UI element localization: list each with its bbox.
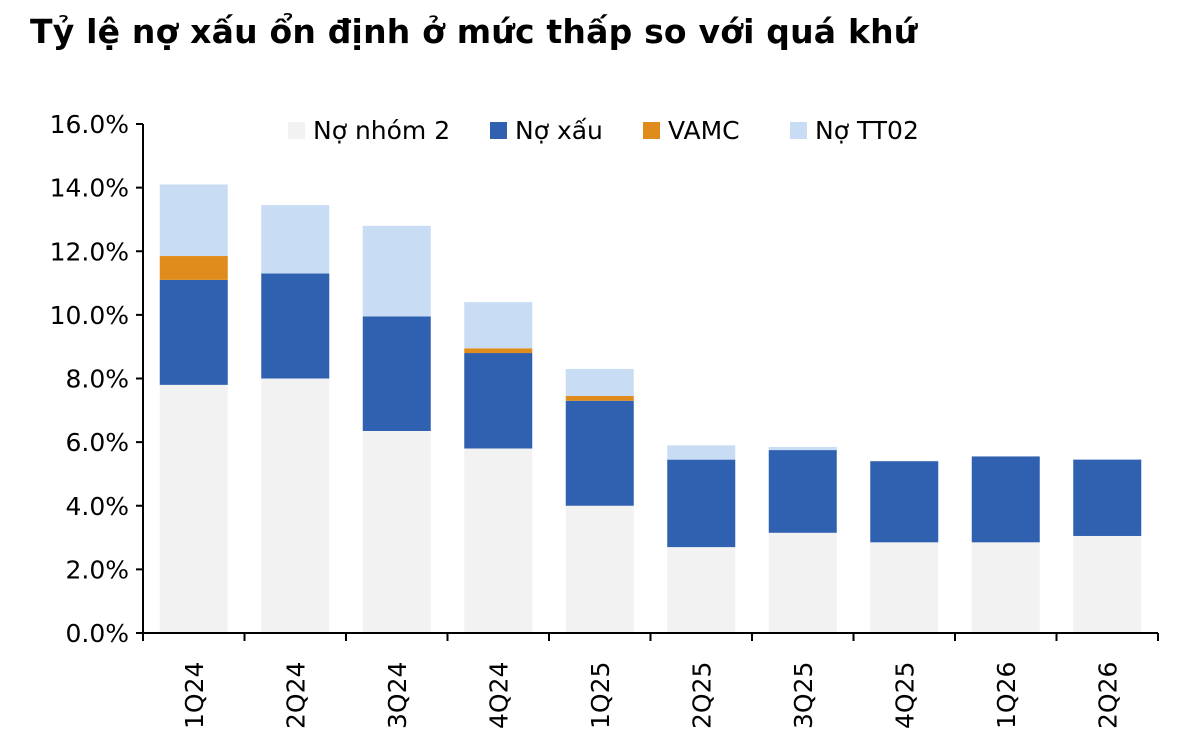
bar-1Q26-series-1 [971,456,1040,543]
bar-4Q24-series-3 [464,302,533,349]
bar-3Q25-series-1 [768,450,837,533]
legend: Nợ nhóm 2 Nợ xấu VAMC Nợ TT02 [288,116,919,145]
y-tick-label: 12.0% [50,237,129,266]
bar-2Q25-series-3 [667,445,736,460]
legend-swatch [790,122,807,139]
bar-1Q25-series-2 [565,396,634,401]
x-tick-label: 2Q24 [281,662,310,729]
legend-label: Nợ nhóm 2 [313,116,450,145]
legend-label: Nợ TT02 [815,116,919,145]
y-tick-label: 6.0% [65,428,129,457]
bar-1Q25-series-1 [565,400,634,506]
bar-2Q24-series-1 [261,273,330,379]
y-tick-label: 4.0% [65,492,129,521]
x-tick-label: 3Q25 [789,662,818,729]
bars-layer [159,184,1142,633]
bar-4Q24-series-1 [464,353,533,449]
bar-1Q24-series-2 [159,256,228,280]
legend-label: Nợ xấu [515,116,603,145]
bar-1Q24-series-3 [159,184,228,257]
bar-3Q24-series-0 [362,430,431,633]
legend-swatch [490,122,507,139]
bar-3Q25-series-0 [768,532,837,633]
bar-4Q25-series-1 [870,461,939,543]
axes-layer: 0.0% 2.0% 4.0% 6.0% 8.0% 10.0% 12.0% 14.0% 16.0%… [50,110,1159,729]
bar-3Q24-series-1 [362,316,431,431]
bar-1Q24-series-1 [159,279,228,385]
y-tick-label: 10.0% [50,301,129,330]
chart-title: Tỷ lệ nợ xấu ổn định ở mức thấp so với q… [30,12,918,51]
x-tick-label: 3Q24 [383,662,412,729]
bar-4Q24-series-0 [464,448,533,633]
bar-2Q24-series-3 [261,205,330,274]
bar-1Q25-series-0 [565,505,634,633]
x-tick-label: 4Q25 [890,662,919,729]
y-tick-label: 16.0% [50,110,129,139]
y-tick-label: 14.0% [50,174,129,203]
x-tick-label: 2Q26 [1093,662,1122,729]
x-tick-label: 2Q25 [687,662,716,729]
bar-2Q26-series-1 [1073,459,1142,536]
bar-4Q24-series-2 [464,348,533,354]
bar-4Q25-series-0 [870,542,939,633]
y-tick-label: 8.0% [65,365,129,394]
y-tick-label: 0.0% [65,619,129,648]
bar-2Q24-series-0 [261,378,330,633]
legend-swatch [643,122,660,139]
bar-2Q25-series-1 [667,459,736,548]
legend-label: VAMC [668,116,740,145]
x-tick-label: 1Q26 [992,662,1021,729]
bar-1Q24-series-0 [159,384,228,633]
bar-3Q25-series-3 [768,446,837,451]
x-tick-label: 1Q25 [586,662,615,729]
bar-3Q24-series-3 [362,225,431,317]
bar-2Q25-series-0 [667,547,736,633]
legend-swatch [288,122,305,139]
y-tick-label: 2.0% [65,555,129,584]
x-tick-label: 1Q24 [180,662,209,729]
bar-1Q25-series-3 [565,368,634,396]
bar-2Q26-series-0 [1073,535,1142,633]
x-tick-label: 4Q24 [484,662,513,729]
bar-1Q26-series-0 [971,542,1040,633]
